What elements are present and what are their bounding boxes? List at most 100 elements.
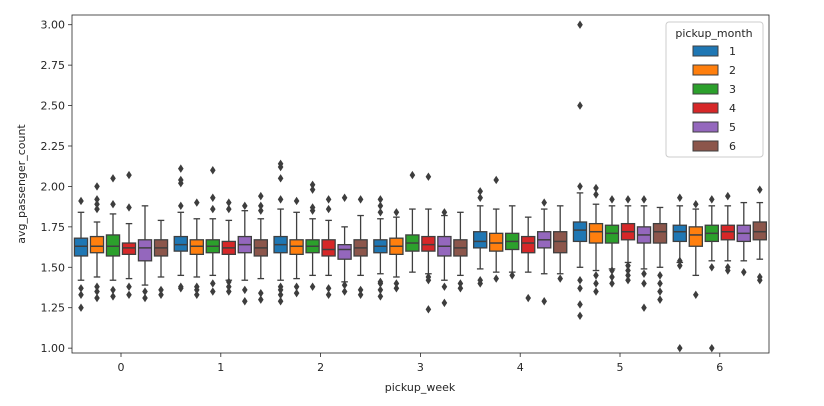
box-month-5-week-1 — [237, 201, 253, 306]
box-month-3-week-6 — [704, 195, 720, 353]
outlier-point — [178, 282, 184, 291]
outlier-point — [341, 193, 348, 202]
legend-swatch-4 — [692, 102, 719, 114]
outlier-point — [309, 180, 316, 190]
y-tick-label: 2.00 — [41, 180, 66, 193]
outlier-point — [357, 195, 364, 204]
outlier-point — [94, 182, 100, 191]
outlier-point — [725, 263, 731, 272]
outlier-point — [693, 200, 699, 209]
outlier-point — [541, 297, 547, 306]
outlier-point — [277, 195, 284, 204]
outlier-point — [94, 200, 100, 209]
boxes-layer — [73, 20, 768, 353]
box-month-4-week-4 — [520, 216, 536, 303]
outlier-point — [493, 274, 499, 283]
box-month-6-week-4 — [552, 205, 568, 283]
outlier-point — [609, 272, 615, 282]
box-month-3-week-0 — [105, 174, 121, 301]
outlier-point — [94, 282, 100, 291]
x-tick-label: 0 — [118, 361, 125, 374]
legend-label-1: 1 — [729, 45, 736, 58]
box-month-5-week-6 — [736, 201, 752, 277]
box-iqr — [672, 224, 688, 243]
outlier-point — [126, 282, 132, 291]
outlier-point — [194, 290, 200, 299]
box-iqr — [472, 231, 488, 249]
outlier-point — [425, 172, 432, 181]
y-tick-label: 3.00 — [41, 19, 66, 32]
box-month-1-week-1 — [173, 164, 189, 293]
outlier-point — [377, 208, 384, 217]
y-tick-label: 2.25 — [41, 140, 66, 153]
outlier-point — [158, 290, 164, 299]
outlier-point — [277, 174, 284, 183]
plot-frame — [71, 14, 770, 354]
outlier-point — [441, 282, 448, 291]
y-axis-title: avg_passenger_count — [15, 124, 28, 244]
outlier-point — [325, 284, 332, 293]
outlier-point — [325, 195, 332, 204]
outlier-point — [677, 343, 683, 353]
box-iqr — [337, 243, 352, 260]
y-tick-label: 1.00 — [41, 342, 66, 355]
box-month-4-week-0 — [121, 170, 137, 299]
outlier-point — [258, 191, 264, 201]
box-month-5-week-2 — [337, 193, 352, 296]
box-month-6-week-2 — [353, 195, 368, 299]
box-iqr — [572, 221, 588, 243]
box-month-5-week-3 — [437, 208, 452, 308]
outlier-point — [657, 271, 663, 280]
box-month-3-week-5 — [604, 195, 620, 288]
outlier-point — [258, 201, 264, 211]
box-month-5-week-0 — [137, 205, 153, 303]
outlier-point — [210, 279, 216, 288]
outlier-point — [457, 284, 464, 293]
outlier-point — [477, 276, 483, 285]
outlier-point — [641, 303, 647, 312]
outlier-point — [242, 285, 248, 295]
outlier-point — [625, 266, 631, 275]
outlier-point — [126, 203, 132, 212]
box-month-4-week-5 — [620, 195, 636, 285]
y-tick-label: 1.75 — [41, 221, 66, 234]
outlier-point — [110, 174, 116, 183]
outlier-point — [142, 287, 148, 296]
outlier-point — [126, 170, 132, 180]
legend-title: pickup_month — [675, 27, 752, 40]
outlier-point — [477, 187, 483, 196]
box-iqr — [604, 224, 620, 244]
box-month-3-week-4 — [504, 205, 520, 280]
outlier-point — [625, 276, 631, 285]
outlier-point — [78, 196, 84, 206]
outlier-point — [577, 20, 583, 29]
outlier-point — [110, 292, 116, 301]
outlier-point — [757, 272, 763, 282]
outlier-point — [309, 185, 316, 194]
outlier-point — [277, 290, 284, 299]
legend-swatch-1 — [692, 45, 719, 57]
outlier-point — [441, 298, 448, 308]
y-tick-label: 2.75 — [41, 59, 66, 72]
outlier-point — [677, 261, 683, 270]
box-iqr — [488, 232, 504, 252]
box-iqr — [73, 237, 89, 257]
legend-swatch-2 — [692, 64, 719, 76]
outlier-point — [525, 293, 531, 303]
outlier-point — [226, 198, 232, 207]
outlier-point — [194, 282, 200, 291]
outlier-point — [258, 295, 264, 304]
outlier-point — [325, 204, 332, 214]
outlier-point — [577, 182, 583, 191]
x-tick-label: 3 — [417, 361, 424, 374]
outlier-point — [393, 279, 400, 288]
box-iqr — [89, 235, 105, 254]
outlier-point — [709, 343, 715, 353]
box-iqr — [688, 226, 704, 247]
outlier-point — [258, 206, 264, 215]
outlier-point — [657, 279, 663, 288]
outlier-point — [277, 297, 284, 306]
box-iqr — [421, 235, 436, 252]
outlier-point — [242, 297, 248, 306]
outlier-point — [277, 282, 284, 291]
